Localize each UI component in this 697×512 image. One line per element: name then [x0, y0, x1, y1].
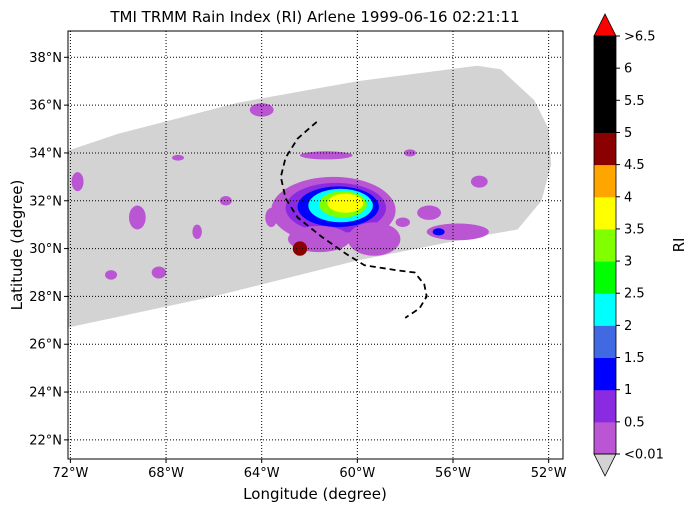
colorbar-tick-label: 3.5: [624, 222, 645, 237]
colorbar-over-arrow: [593, 13, 617, 37]
y-tick-label: 26°N: [29, 338, 62, 353]
y-tick-label: 38°N: [29, 51, 62, 66]
colorbar-tick-label: <0.01: [624, 448, 664, 463]
colorbar-tick-label: 5.5: [624, 94, 645, 109]
colorbar-tick-label: 4: [624, 190, 632, 205]
x-tick-label: 72°W: [52, 466, 88, 481]
rain-cell-7: [347, 222, 401, 256]
map-plot-area: 72°W 68°W 64°W 60°W 56°W 52°W 22°N 24°N 26°N 28°…: [29, 30, 567, 481]
rain-cell-14: [417, 205, 442, 220]
colorbar-tick-label: 3: [624, 255, 632, 270]
colorbar-segment-3: [594, 325, 616, 359]
colorbar-tick-label: 1: [624, 383, 632, 398]
colorbar-segment-11: [594, 68, 616, 101]
storm-track: [279, 121, 428, 319]
x-axis-ticks: 72°W 68°W 64°W 60°W 56°W 52°W: [52, 459, 567, 481]
chart-title: TMI TRMM Rain Index (RI) Arlene 1999-06-…: [109, 8, 519, 26]
x-tick-label: 68°W: [148, 466, 184, 481]
colorbar-tick-label: 6: [624, 62, 632, 77]
x-axis-label: Longitude (degree): [243, 485, 387, 503]
colorbar-segment-7: [594, 196, 616, 230]
y-tick-label: 36°N: [29, 99, 62, 114]
y-tick-label: 30°N: [29, 242, 62, 257]
y-tick-label: 28°N: [29, 290, 62, 305]
colorbar-tick-label: 0.5: [624, 415, 645, 430]
colorbar-segment-10: [594, 100, 616, 133]
rain-cell-13: [128, 205, 146, 230]
rain-cell-17: [219, 195, 232, 206]
colorbar-label: RI: [670, 238, 688, 253]
colorbar-tick-label: 1.5: [624, 351, 645, 366]
y-axis-ticks: 22°N 24°N 26°N 28°N 30°N 32°N 34°N 36°N 38°N: [29, 51, 68, 448]
rain-cell-10: [299, 151, 353, 160]
colorbar-segment-8: [594, 164, 616, 198]
y-axis-label: Latitude (degree): [8, 180, 26, 311]
colorbar-tick-label: 2.5: [624, 287, 645, 302]
colorbar-segment-1: [594, 389, 616, 423]
colorbar-segment-12: [594, 36, 616, 69]
colorbar-tick-label: 5: [624, 126, 632, 141]
colorbar-segment-9: [594, 132, 616, 166]
rain-cell-20: [105, 270, 118, 280]
rain-cell-8: [426, 223, 489, 241]
rain-cell-18: [192, 224, 202, 240]
rain-cell-19: [172, 154, 184, 161]
colorbar-segment-0: [594, 421, 616, 455]
y-tick-label: 22°N: [29, 433, 62, 448]
colorbar-tick-label: 4.5: [624, 158, 645, 173]
rain-cell-12: [71, 172, 84, 192]
plot-frame: [67, 30, 564, 460]
colorbar-segment-2: [594, 357, 616, 391]
colorbar-tick-label: 2: [624, 319, 632, 334]
y-tick-label: 34°N: [29, 146, 62, 161]
rain-cell-21: [265, 207, 278, 228]
rain-cell-5: [327, 193, 364, 213]
x-tick-label: 52°W: [531, 466, 567, 481]
rain-cell-16: [151, 266, 167, 279]
colorbar-segment-5: [594, 261, 616, 294]
colorbar-tick-label: >6.5: [624, 30, 656, 45]
y-tick-label: 32°N: [29, 194, 62, 209]
rain-cell-22: [403, 149, 416, 157]
rain-cell-23: [395, 217, 410, 228]
rain-cells: [71, 103, 489, 280]
colorbar-segment-4: [594, 293, 616, 326]
x-tick-label: 60°W: [339, 466, 375, 481]
x-tick-label: 64°W: [244, 466, 280, 481]
rain-cell-9: [432, 228, 445, 236]
x-tick-label: 56°W: [435, 466, 471, 481]
colorbar: <0.01 0.5 1 1.5 2 2.5 3 3.5 4 4.5 5 5.5 6 >6.5: [593, 13, 664, 477]
colorbar-segment-6: [594, 228, 616, 262]
rain-cell-15: [470, 175, 488, 188]
colorbar-frame: [593, 35, 617, 455]
colorbar-under-arrow: [593, 453, 617, 477]
y-tick-label: 24°N: [29, 386, 62, 401]
